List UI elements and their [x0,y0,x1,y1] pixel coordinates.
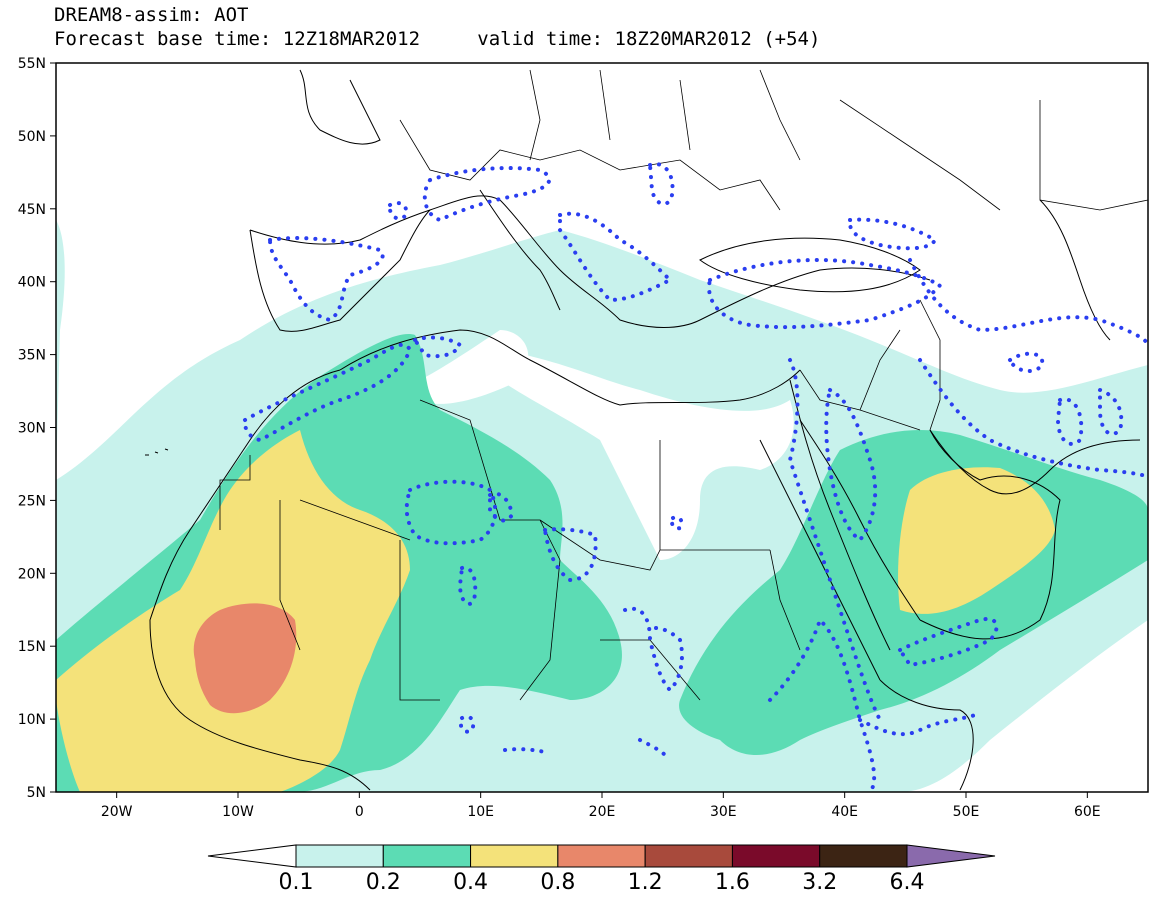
lon-label: 40E [831,804,858,820]
colorbar-label: 0.4 [453,870,488,895]
colorbar-box [295,844,384,868]
contour-yemen [897,617,999,668]
contour-france-italy [422,166,552,223]
contour-balkans [558,211,674,303]
chart-title: DREAM8-assim: AOT [54,4,249,26]
colorbar-low-arrow [207,844,297,868]
coastline-red-sea [759,419,921,681]
contour-hejaz [824,387,878,543]
coastlines [145,69,1148,791]
contour-zagros [918,358,1148,480]
lat-label: 30N [18,421,46,437]
colorbar-label: 1.2 [628,870,663,895]
contour-iberia [267,236,385,323]
colorbar-box [557,844,646,868]
contour-central-africa [503,738,667,757]
lat-label: 5N [27,785,46,801]
colorbar-box [470,844,559,868]
colorbar-label: 3.2 [802,870,837,895]
coastline-italy [479,189,561,311]
coastline-mediterranean-south [339,329,801,406]
colorbar-label: 6.4 [890,870,925,895]
coastline-africa-west [149,369,371,791]
contour-sudan [623,606,684,693]
lon-label: 10W [222,804,254,820]
colorbar-box [731,844,821,868]
lon-label: 20W [101,804,133,820]
lat-label: 55N [18,56,46,72]
lon-label: 50E [953,804,980,820]
lon-label: 20E [589,804,616,820]
aot-band-0.8 [193,603,297,714]
contour-iran-small [1007,351,1045,373]
contour-caucasus [847,217,938,251]
aot-low-area-north [420,330,529,404]
coastline-uk [299,69,381,145]
lat-label: 25N [18,493,46,509]
contour-carpathians [647,162,675,206]
colorbar-label: 0.2 [366,870,401,895]
lat-label: 40N [18,275,46,291]
borders-middle-east [799,299,941,431]
lat-label: 20N [18,566,46,582]
contour-tibesti-east [488,491,515,523]
lon-label: 30E [710,804,737,820]
lon-label: 60E [1074,804,1101,820]
colorbar: 0.1 0.2 0.4 0.8 1.2 1.6 3.2 6.4 [207,844,996,895]
base-time-label: Forecast base time: 12Z18MAR2012 [54,28,421,50]
colorbar-label: 1.6 [715,870,750,895]
colorbar-box [644,844,733,868]
latitude-axis: 55N 50N 45N 40N 35N 30N 25N 20N 15N 10N 5N [18,56,56,801]
time-info: Forecast base time: 12Z18MAR2012 valid t… [54,28,820,50]
colorbar-box [819,844,908,868]
contour-iran-east [1055,387,1124,446]
coastline-caspian [1039,199,1111,341]
contour-atlas [242,342,413,443]
coastline-black-sea [699,237,921,293]
contour-tibet-small [669,515,684,531]
contour-darfur [542,527,598,583]
colorbar-high-arrow [906,844,996,868]
contour-ethiopia [768,616,977,792]
contour-arabia-west [787,358,882,722]
coastline-europe [249,195,931,328]
coastline-red-sea-east [789,379,891,651]
aot-band-0.4-east [898,467,1055,614]
coastline-arabia [919,429,1061,640]
lat-label: 50N [18,129,46,145]
contour-anatolia [707,258,943,330]
contour-cameroon [458,714,476,734]
coastline-iberia [249,209,431,332]
lat-label: 45N [18,202,46,218]
dotted-contours [242,162,1148,792]
contour-atlas-east [411,335,463,359]
borders-europe [399,69,1148,211]
map-field [56,220,1148,792]
colorbar-label: 0.1 [279,870,314,895]
coastline-canaries [145,448,169,456]
contour-iran [908,258,1148,347]
contour-air [457,565,478,606]
colorbar-box [382,844,472,868]
lat-label: 10N [18,712,46,728]
lat-label: 35N [18,348,46,364]
coastline-horn [879,679,974,791]
colorbar-label: 0.8 [540,870,575,895]
lat-label: 15N [18,639,46,655]
contour-tibesti [404,479,498,546]
contour-alps [388,201,409,221]
valid-time-label: valid time: 18Z20MAR2012 (+54) [477,28,821,50]
longitude-axis: 20W 10W 0 10E 20E 30E 40E 50E 60E [101,792,1101,820]
lon-label: 0 [355,804,364,820]
coastline-persian-gulf [929,429,1141,495]
aot-low-area [500,350,794,560]
lon-label: 10E [467,804,494,820]
